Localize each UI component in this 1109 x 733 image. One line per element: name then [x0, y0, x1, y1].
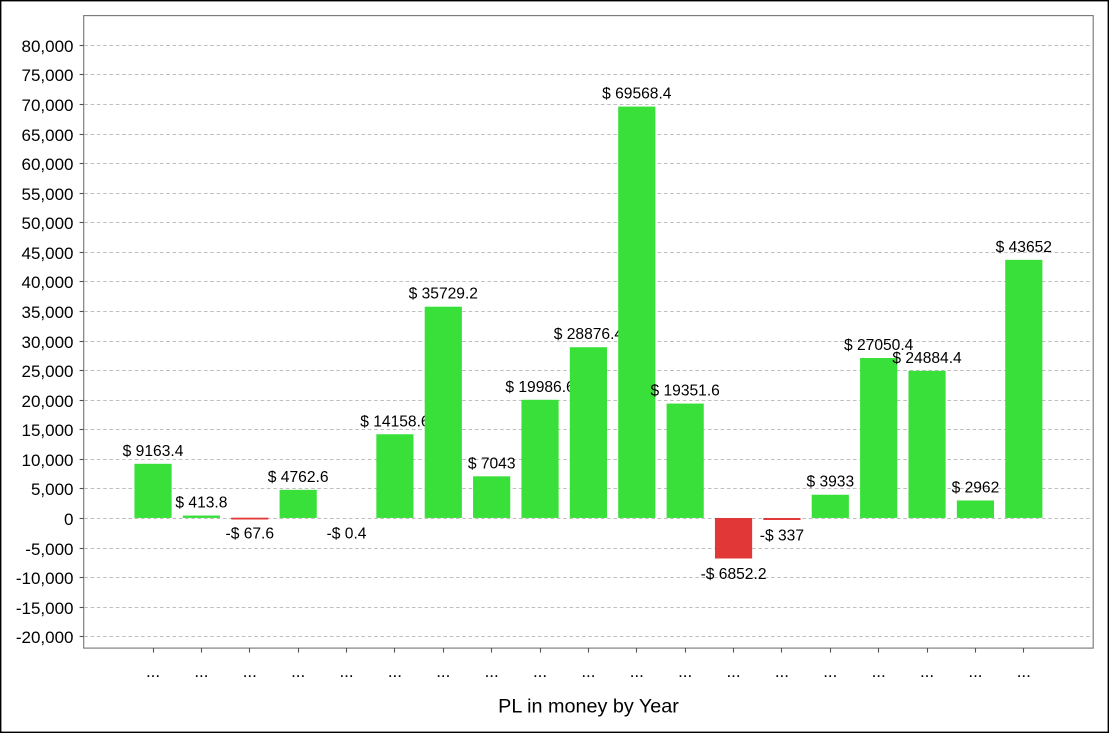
svg-text:$ 7043: $ 7043	[468, 455, 516, 472]
svg-text:...: ...	[920, 662, 934, 681]
svg-text:$ 24884.4: $ 24884.4	[892, 350, 962, 367]
svg-text:-20,000: -20,000	[16, 628, 74, 647]
svg-text:-$ 337: -$ 337	[760, 527, 804, 544]
svg-text:...: ...	[726, 662, 740, 681]
svg-text:-$ 6852.2: -$ 6852.2	[701, 566, 767, 583]
svg-text:...: ...	[436, 662, 450, 681]
svg-text:...: ...	[872, 662, 886, 681]
svg-text:...: ...	[630, 662, 644, 681]
svg-text:-$ 67.6: -$ 67.6	[226, 526, 275, 543]
svg-text:...: ...	[968, 662, 982, 681]
svg-text:...: ...	[243, 662, 257, 681]
svg-text:15,000: 15,000	[22, 421, 74, 440]
svg-text:...: ...	[581, 662, 595, 681]
svg-text:...: ...	[1017, 662, 1031, 681]
svg-text:...: ...	[485, 662, 499, 681]
svg-text:0: 0	[64, 510, 73, 529]
svg-text:$ 27050.4: $ 27050.4	[844, 337, 914, 354]
svg-text:45,000: 45,000	[22, 244, 74, 263]
svg-text:$ 19351.6: $ 19351.6	[650, 383, 719, 400]
svg-text:$ 19986.6: $ 19986.6	[505, 379, 574, 396]
svg-text:$ 2962: $ 2962	[952, 479, 1000, 496]
svg-text:20,000: 20,000	[22, 392, 74, 411]
svg-text:...: ...	[146, 662, 160, 681]
svg-text:35,000: 35,000	[22, 303, 74, 322]
svg-text:10,000: 10,000	[22, 451, 74, 470]
svg-text:...: ...	[678, 662, 692, 681]
svg-text:-5,000: -5,000	[25, 540, 73, 559]
svg-text:...: ...	[533, 662, 547, 681]
svg-text:$ 3933: $ 3933	[806, 474, 854, 491]
svg-text:$ 43652: $ 43652	[996, 239, 1052, 256]
svg-text:-10,000: -10,000	[16, 569, 74, 588]
svg-text:$ 69568.4: $ 69568.4	[602, 86, 672, 103]
svg-text:$ 35729.2: $ 35729.2	[409, 286, 478, 303]
svg-text:...: ...	[339, 662, 353, 681]
svg-text:65,000: 65,000	[22, 126, 74, 145]
svg-text:80,000: 80,000	[22, 37, 74, 56]
svg-text:$ 9163.4: $ 9163.4	[123, 443, 184, 460]
svg-text:...: ...	[388, 662, 402, 681]
svg-text:40,000: 40,000	[22, 273, 74, 292]
svg-text:25,000: 25,000	[22, 362, 74, 381]
svg-text:5,000: 5,000	[31, 480, 74, 499]
svg-text:$ 4762.6: $ 4762.6	[268, 469, 329, 486]
svg-text:...: ...	[823, 662, 837, 681]
svg-text:55,000: 55,000	[22, 185, 74, 204]
svg-text:...: ...	[775, 662, 789, 681]
svg-text:$ 14158.6: $ 14158.6	[360, 413, 429, 430]
svg-text:60,000: 60,000	[22, 155, 74, 174]
svg-text:-$ 0.4: -$ 0.4	[327, 525, 367, 542]
svg-text:PL in money by Year: PL in money by Year	[498, 695, 679, 717]
svg-text:50,000: 50,000	[22, 214, 74, 233]
svg-text:$ 413.8: $ 413.8	[175, 495, 227, 512]
svg-text:...: ...	[194, 662, 208, 681]
svg-text:-15,000: -15,000	[16, 599, 74, 618]
svg-text:30,000: 30,000	[22, 333, 74, 352]
svg-text:75,000: 75,000	[22, 66, 74, 85]
svg-text:...: ...	[291, 662, 305, 681]
svg-text:70,000: 70,000	[22, 96, 74, 115]
svg-text:$ 28876.4: $ 28876.4	[554, 326, 624, 343]
